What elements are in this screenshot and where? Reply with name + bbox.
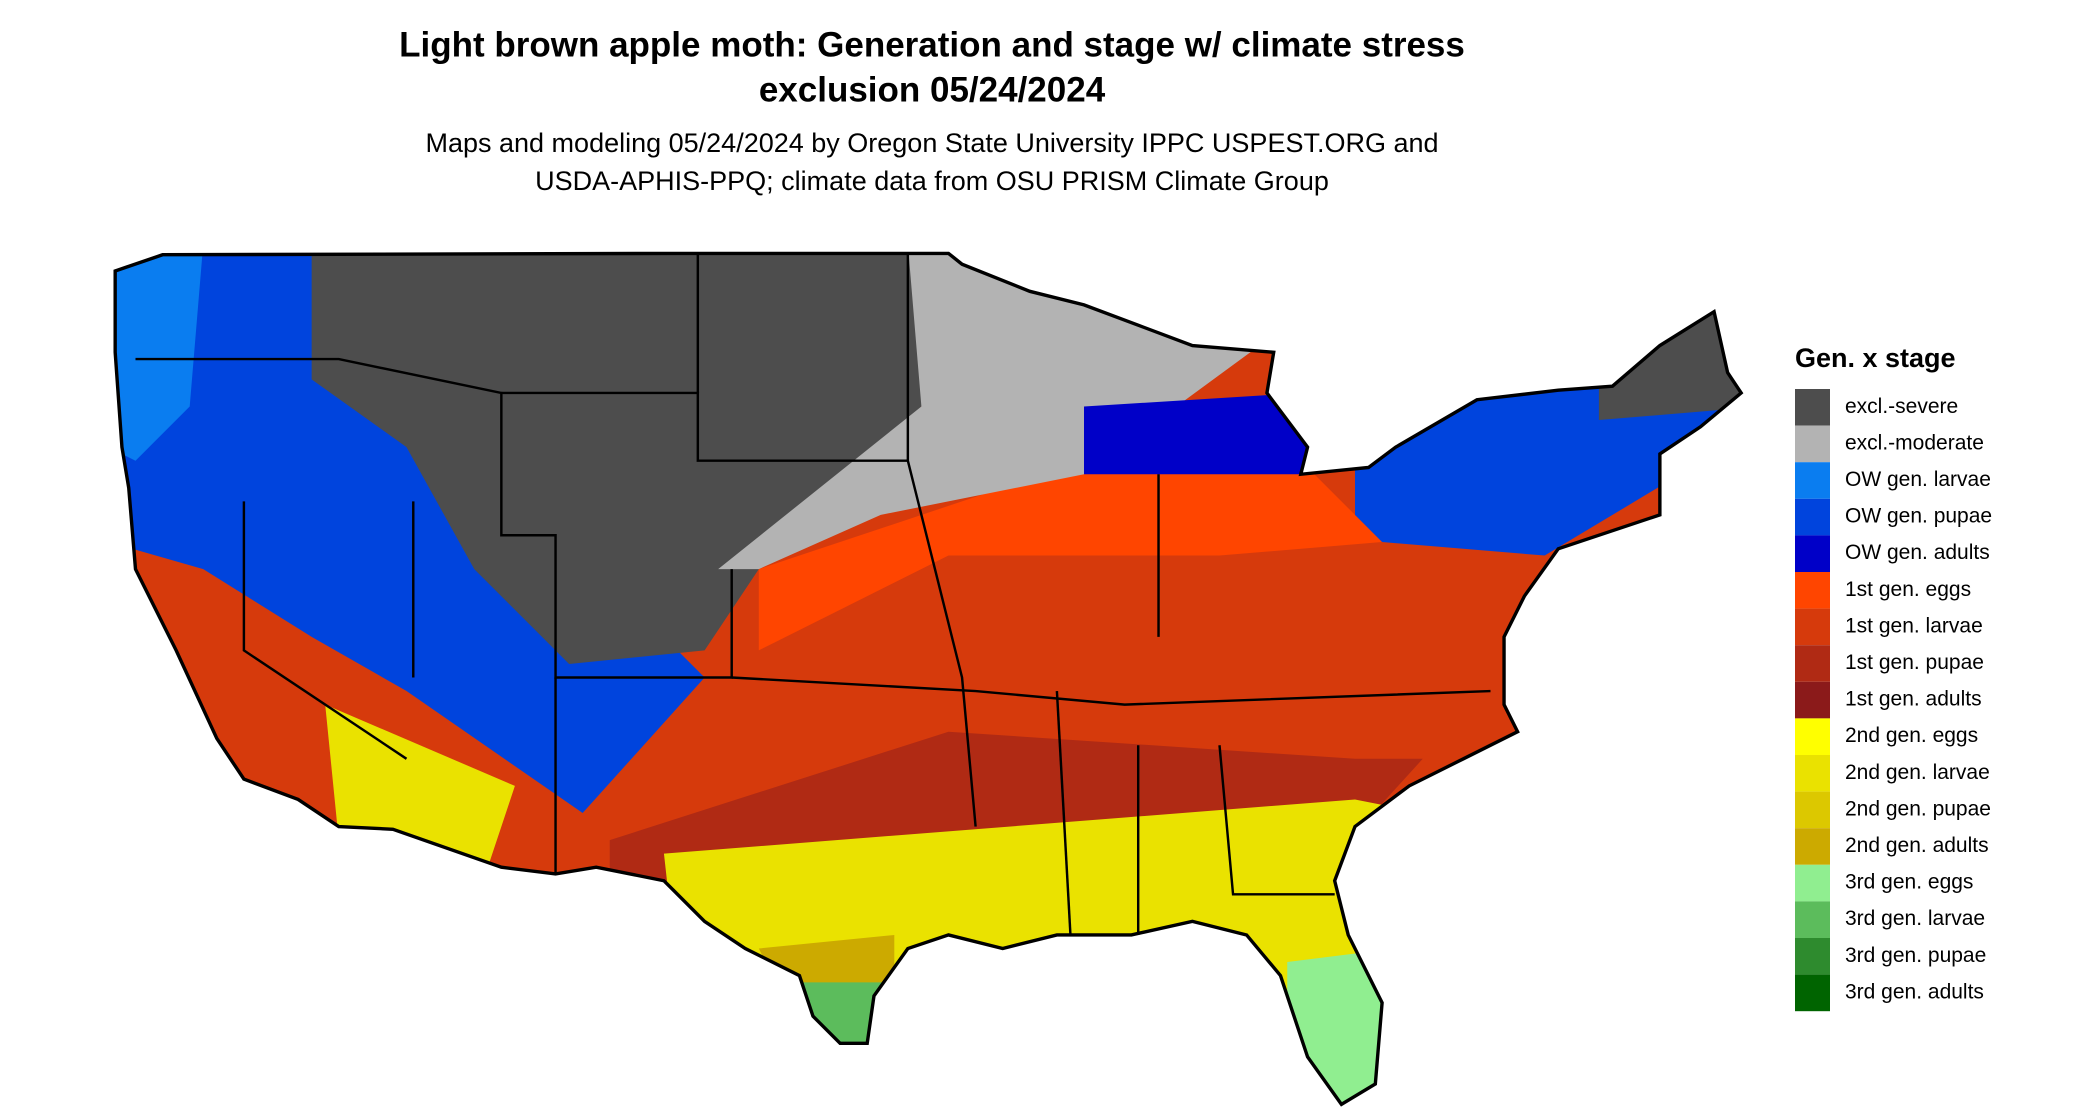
legend-swatch <box>1795 425 1830 463</box>
legend-swatch <box>1795 389 1830 426</box>
legend-label: OW gen. larvae <box>1845 468 1991 491</box>
legend-label: OW gen. pupae <box>1845 505 1992 528</box>
legend-swatch <box>1795 535 1830 572</box>
legend-swatch <box>1795 974 1830 1012</box>
legend-swatch <box>1795 645 1830 682</box>
legend-label: excl.-moderate <box>1845 431 1984 454</box>
title: exclusion 05/24/2024 <box>759 70 1106 109</box>
legend-label: 3rd gen. larvae <box>1845 907 1985 930</box>
region <box>1084 392 1315 475</box>
legend-swatch <box>1795 608 1830 646</box>
state-borders <box>135 253 1491 936</box>
legend-swatch <box>1795 718 1830 755</box>
legend-label: 2nd gen. eggs <box>1845 724 1978 747</box>
legend-label: excl.-severe <box>1845 395 1958 418</box>
region <box>311 253 963 664</box>
legend-swatch <box>1795 938 1830 975</box>
legend-swatch <box>1795 791 1830 829</box>
legend-label: 1st gen. larvae <box>1845 614 1983 637</box>
region <box>115 253 204 461</box>
legend-label: 3rd gen. eggs <box>1845 871 1973 894</box>
legend-label: 1st gen. pupae <box>1845 651 1984 674</box>
legend-swatch <box>1795 498 1830 536</box>
legend: excl.-severe excl.-moderate OW gen. larvae… <box>1795 389 1992 1012</box>
legend-swatch <box>1795 828 1830 865</box>
legend-label: OW gen. adults <box>1845 541 1990 564</box>
subtitle: USDA-APHIS-PPQ; climate data from OSU PR… <box>535 166 1329 196</box>
legend-label: 2nd gen. larvae <box>1845 761 1990 784</box>
legend-label: 2nd gen. pupae <box>1845 797 1991 820</box>
region <box>799 982 895 1071</box>
subtitle: Maps and modeling 05/24/2024 by Oregon S… <box>425 128 1438 158</box>
legend-label: 1st gen. adults <box>1845 688 1982 711</box>
title: Light brown apple moth: Generation and s… <box>399 25 1465 64</box>
legend-swatch <box>1795 755 1830 792</box>
legend-label: 2nd gen. adults <box>1845 834 1989 857</box>
legend-swatch <box>1795 572 1830 609</box>
legend-label: 3rd gen. pupae <box>1845 944 1986 967</box>
legend-title: Gen. x stage <box>1795 343 1956 373</box>
us-map <box>113 251 1743 1107</box>
legend-swatch <box>1795 864 1830 902</box>
legend-swatch <box>1795 901 1830 938</box>
legend-label: 1st gen. eggs <box>1845 578 1971 601</box>
legend-swatch <box>1795 462 1830 499</box>
legend-swatch <box>1795 681 1830 719</box>
legend-label: 3rd gen. adults <box>1845 980 1984 1003</box>
